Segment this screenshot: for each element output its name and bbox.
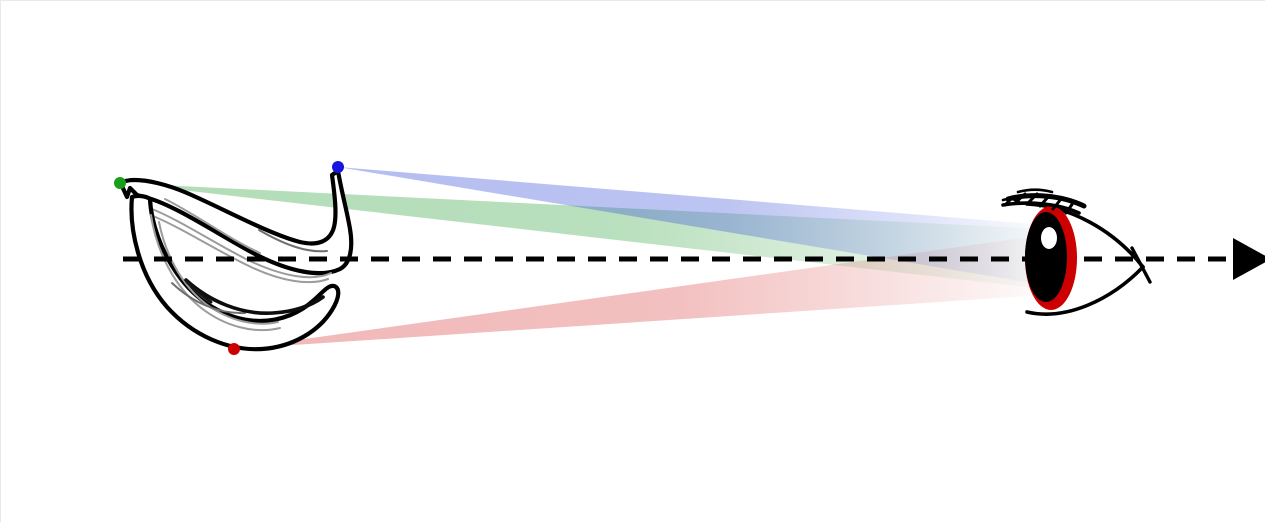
green-source-point <box>114 177 126 189</box>
red-ray-cone <box>234 235 1044 349</box>
green-ray-cone <box>120 183 1044 289</box>
banana-lower-detail <box>150 214 281 332</box>
banana-lower-outline <box>129 193 341 352</box>
banana-upper-outline <box>118 168 354 276</box>
red-source-point <box>228 343 240 355</box>
blue-source-point <box>332 161 344 173</box>
eye-outer-canthus <box>1130 246 1152 284</box>
ray-cone-group <box>120 167 1044 349</box>
banana-overlap-accent-2 <box>185 280 213 304</box>
banana-overlap-accent <box>184 278 325 315</box>
banana-pair <box>118 168 354 352</box>
eye <box>1001 188 1152 316</box>
eye-pupil <box>1025 212 1067 302</box>
eyelashes-icon <box>1001 188 1087 215</box>
eye-highlight <box>1041 227 1057 249</box>
blue-ray-cone <box>338 167 1044 285</box>
source-point-group <box>114 161 344 355</box>
